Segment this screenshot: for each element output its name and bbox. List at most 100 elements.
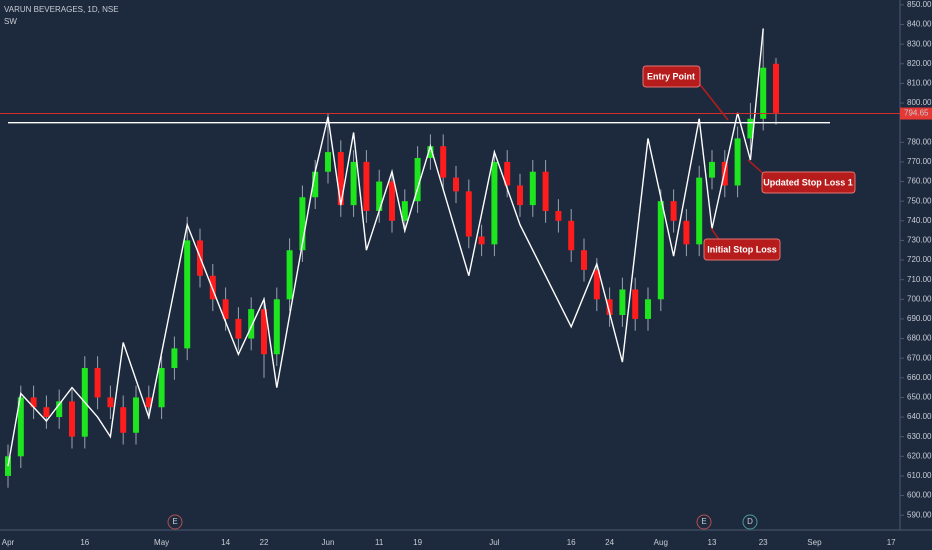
y-tick-label: 690.00 <box>907 314 932 323</box>
candle-body <box>273 299 280 355</box>
candle-body <box>120 407 127 433</box>
candle-body <box>773 63 779 113</box>
annotation: Updated Stop Loss 1 <box>747 159 856 194</box>
event-label: E <box>701 517 706 526</box>
candle-body <box>145 397 152 408</box>
candle-body <box>222 299 229 319</box>
candle-body <box>504 161 511 186</box>
candle-body <box>478 236 485 245</box>
candle-body <box>606 299 613 315</box>
y-tick-label: 630.00 <box>907 432 932 441</box>
candle-body <box>555 210 562 221</box>
x-tick-label: 23 <box>759 538 768 547</box>
y-tick-label: 620.00 <box>907 451 932 460</box>
x-tick-label: Apr <box>2 538 15 547</box>
candle-body <box>363 161 370 211</box>
y-tick-label: 830.00 <box>907 39 932 48</box>
y-tick-label: 640.00 <box>907 412 932 421</box>
event-marker: E <box>167 514 183 530</box>
x-tick-label: 16 <box>567 538 576 547</box>
candle-body <box>133 397 139 433</box>
annotation-text: Updated Stop Loss 1 <box>763 177 853 187</box>
candle-body <box>325 152 331 172</box>
y-tick-label: 770.00 <box>907 157 932 166</box>
candle-body <box>389 181 395 221</box>
candle-body <box>542 171 549 211</box>
candle-body <box>734 138 741 186</box>
candle-body <box>299 197 306 251</box>
candle-body <box>43 407 50 418</box>
y-tick-label: 710.00 <box>907 275 932 284</box>
candle-body <box>350 161 357 206</box>
y-tick-label: 850.00 <box>907 0 932 9</box>
candle-body <box>683 220 690 245</box>
y-tick-label: 760.00 <box>907 177 932 186</box>
candle-body <box>645 299 651 319</box>
x-tick-label: 19 <box>413 538 422 547</box>
candle-body <box>376 181 383 211</box>
y-tick-label: 780.00 <box>907 137 932 146</box>
candle-body <box>619 289 626 315</box>
candle-body <box>337 152 344 206</box>
candle-body <box>529 171 536 206</box>
candle-body <box>5 456 11 476</box>
y-tick-label: 820.00 <box>907 59 932 68</box>
candle-body <box>107 397 114 408</box>
zigzag-line <box>7 28 764 467</box>
candle-body <box>581 250 587 270</box>
x-tick-label: Jul <box>489 538 499 547</box>
y-tick-label: 840.00 <box>907 20 932 29</box>
candle-body <box>158 367 165 408</box>
annotation: Entry Point <box>642 65 729 121</box>
candle-body <box>17 397 24 457</box>
x-tick-label: May <box>154 538 169 547</box>
candle-body <box>747 118 754 139</box>
y-tick-label: 590.00 <box>907 510 932 519</box>
event-label: E <box>172 517 177 526</box>
candle-body <box>56 401 63 418</box>
candle-body <box>517 185 523 206</box>
candle-body <box>491 161 498 245</box>
x-tick-label: Sep <box>807 538 822 547</box>
price-label: 794.65 <box>904 109 929 118</box>
candle-body <box>171 348 178 368</box>
chart-title: VARUN BEVERAGES, 1D, NSE <box>4 5 119 14</box>
candle-body <box>30 397 37 408</box>
annotation-text: Entry Point <box>647 71 695 81</box>
y-tick-label: 660.00 <box>907 373 932 382</box>
price-label-box <box>900 107 932 120</box>
candle-body <box>670 201 677 221</box>
candle-body <box>312 171 319 198</box>
y-tick-label: 810.00 <box>907 79 932 88</box>
y-tick-label: 600.00 <box>907 491 932 500</box>
candle-body <box>235 318 242 339</box>
y-tick-label: 680.00 <box>907 334 932 343</box>
candle-body <box>632 289 639 319</box>
indicator-name: SW <box>4 17 17 26</box>
x-tick-label: 14 <box>221 538 230 547</box>
candle-body <box>184 240 191 349</box>
x-tick-label: 22 <box>260 538 269 547</box>
candle-body <box>209 275 216 300</box>
candle-body <box>440 146 447 178</box>
event-marker: D <box>742 514 758 530</box>
y-tick-label: 610.00 <box>907 471 932 480</box>
candle-body <box>427 146 434 158</box>
candle-body <box>401 201 408 221</box>
y-tick-label: 700.00 <box>907 294 932 303</box>
y-tick-label: 740.00 <box>907 216 932 225</box>
x-tick-label: 16 <box>80 538 89 547</box>
y-tick-label: 730.00 <box>907 236 932 245</box>
candle-body <box>568 220 575 251</box>
candle-body <box>261 309 267 355</box>
y-tick-label: 720.00 <box>907 255 932 264</box>
candle-body <box>709 161 715 178</box>
candle-body <box>414 157 421 202</box>
annotation-text: Initial Stop Loss <box>707 244 777 254</box>
candle-body <box>94 367 101 398</box>
candle-body <box>465 191 472 237</box>
candle-body <box>453 177 459 192</box>
y-tick-label: 650.00 <box>907 393 932 402</box>
candle-body <box>286 250 293 300</box>
